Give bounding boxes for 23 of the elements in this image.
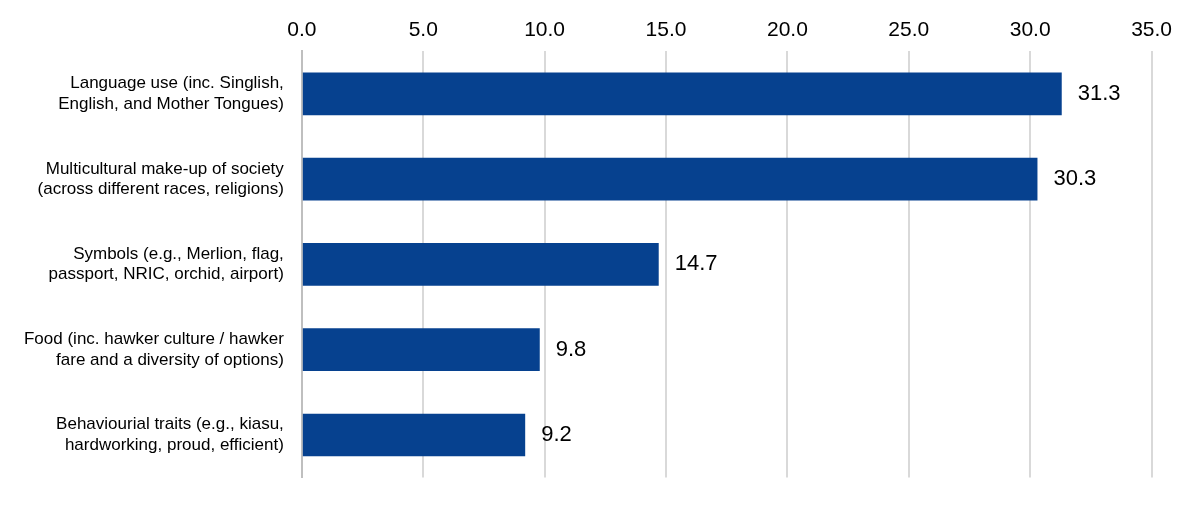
y-tick-label: Food (inc. hawker culture / hawker fare and a diversity of options) [23, 329, 285, 369]
data-label: 9.2 [541, 421, 572, 447]
bar [302, 413, 526, 457]
x-tick-label: 30.0 [1009, 17, 1051, 41]
bar [302, 243, 659, 286]
y-tick-label: Multicultural make-up of society (across different races, religions) [37, 158, 285, 199]
data-label: 30.3 [1053, 165, 1097, 191]
data-label: 14.7 [674, 250, 718, 276]
x-tick-label: 5.0 [408, 17, 438, 41]
x-tick-label: 0.0 [287, 17, 317, 41]
y-tick-label: Symbols (e.g., Merlion, flag, passport, NRIC, orchid, airport) [48, 243, 284, 284]
data-label: 9.8 [555, 335, 587, 361]
data-label: 31.3 [1077, 79, 1121, 105]
bar [302, 328, 540, 371]
y-tick-label: Behaviourial traits (e.g., kiasu, hardworking, proud, efficient) [56, 414, 284, 454]
x-tick-label: 10.0 [524, 17, 566, 41]
bar [302, 72, 1062, 116]
bar [302, 157, 1038, 201]
x-tick-label: 35.0 [1131, 17, 1172, 41]
y-tick-label: Language use (inc. Singlish, English, and Mother Tongues) [58, 73, 284, 113]
x-tick-label: 25.0 [888, 17, 930, 41]
x-tick-label: 15.0 [645, 17, 687, 41]
x-tick-label: 20.0 [766, 17, 808, 41]
